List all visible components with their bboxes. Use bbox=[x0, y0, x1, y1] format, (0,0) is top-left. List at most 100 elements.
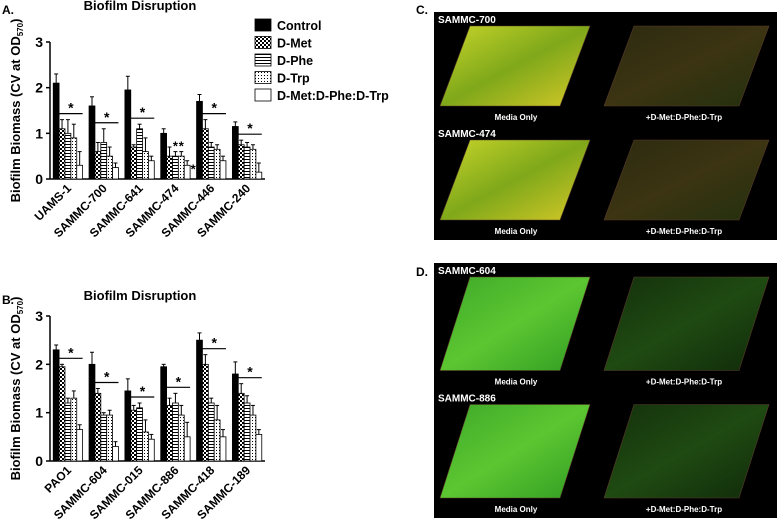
panel-label: A. bbox=[2, 3, 14, 17]
bar bbox=[142, 431, 149, 462]
bar bbox=[94, 392, 102, 462]
y-tick-label: 2 bbox=[35, 80, 43, 96]
bar bbox=[243, 402, 251, 462]
bar bbox=[183, 436, 191, 462]
bar bbox=[183, 164, 191, 180]
y-tick-label: 2 bbox=[35, 356, 43, 372]
bar bbox=[255, 434, 263, 462]
y-tick-label: 0 bbox=[35, 453, 43, 469]
y-axis-label-subscript: 570 bbox=[16, 300, 25, 314]
bar bbox=[136, 407, 143, 462]
bar bbox=[94, 151, 102, 180]
y-axis-label: Biofilm Biomass (CV at OD570) bbox=[8, 297, 25, 481]
bar bbox=[147, 438, 155, 462]
bar bbox=[58, 366, 66, 462]
bar bbox=[64, 402, 72, 462]
legend-label: D-Met bbox=[277, 37, 313, 51]
bar bbox=[160, 366, 168, 462]
bar bbox=[130, 146, 138, 180]
condition-label: +D-Met:D-Phe:D-Trp bbox=[646, 227, 722, 236]
legend-swatch bbox=[254, 71, 272, 84]
bar bbox=[177, 414, 185, 462]
bar bbox=[64, 132, 72, 180]
bar bbox=[52, 82, 60, 180]
significance-star: * bbox=[68, 344, 74, 360]
y-tick-label: 1 bbox=[35, 125, 43, 141]
bar bbox=[130, 409, 138, 462]
significance-star: * bbox=[104, 369, 110, 385]
bar bbox=[160, 132, 168, 180]
bar bbox=[243, 146, 251, 180]
micrograph bbox=[439, 404, 591, 499]
bar bbox=[196, 100, 203, 180]
bar bbox=[237, 392, 245, 462]
y-tick-label: 3 bbox=[35, 34, 43, 50]
bar bbox=[172, 402, 179, 462]
condition-label: Media Only bbox=[495, 505, 538, 514]
bar bbox=[100, 414, 108, 462]
bar bbox=[231, 126, 239, 180]
chart-title: Biofilm Disruption bbox=[84, 288, 197, 303]
y-tick-label: 3 bbox=[35, 308, 43, 324]
legend-swatch bbox=[254, 88, 272, 102]
bar bbox=[58, 128, 66, 180]
condition-label: +D-Met:D-Phe:D-Trp bbox=[646, 113, 722, 122]
bar bbox=[255, 171, 263, 180]
micrograph bbox=[439, 25, 591, 107]
micrograph bbox=[603, 139, 770, 221]
significance-star: * bbox=[140, 104, 146, 120]
y-axis-label-text: Biofilm Biomass (CV at OD bbox=[8, 314, 23, 480]
y-tick-label: 1 bbox=[35, 405, 43, 421]
bar bbox=[70, 137, 78, 180]
condition-label: +D-Met:D-Phe:D-Trp bbox=[646, 505, 722, 514]
x-tick-label: PAO1 bbox=[42, 463, 75, 496]
bar bbox=[112, 167, 119, 180]
bar bbox=[136, 128, 143, 180]
significance-star: * bbox=[211, 335, 217, 351]
panel-label: B. bbox=[2, 293, 14, 307]
significance-star: * bbox=[176, 373, 182, 389]
significance-star: * bbox=[191, 162, 197, 177]
bar bbox=[196, 339, 203, 462]
y-axis-label: Biofilm Biomass (CV at OD570) bbox=[8, 19, 25, 203]
chart-title: Biofilm Disruption bbox=[84, 0, 197, 13]
significance-star: * bbox=[247, 120, 253, 136]
condition-label: Media Only bbox=[495, 113, 538, 122]
bar bbox=[213, 148, 221, 180]
significance-star: * bbox=[68, 100, 74, 116]
bar bbox=[166, 405, 173, 462]
legend-label: D-Met:D-Phe:D-Trp bbox=[277, 89, 389, 103]
y-axis-label-subscript: 570 bbox=[16, 22, 25, 36]
y-axis-label-end: ) bbox=[8, 19, 23, 23]
bar bbox=[142, 151, 149, 180]
significance-star: * bbox=[104, 109, 110, 125]
bar bbox=[106, 155, 113, 180]
bar bbox=[207, 402, 215, 462]
condition-label: Media Only bbox=[495, 227, 538, 236]
y-axis-label-end: ) bbox=[8, 297, 23, 301]
significance-star: * bbox=[247, 364, 253, 380]
bar bbox=[76, 429, 84, 462]
bar bbox=[88, 363, 96, 462]
bar bbox=[249, 414, 257, 462]
bar bbox=[166, 155, 173, 180]
bar bbox=[100, 142, 108, 180]
bar bbox=[147, 160, 155, 180]
bar bbox=[219, 160, 227, 180]
bar bbox=[177, 155, 185, 180]
bar bbox=[76, 164, 84, 180]
condition-label: +D-Met:D-Phe:D-Trp bbox=[646, 378, 722, 387]
panel-label: C. bbox=[416, 3, 428, 17]
sample-label: SAMMC-886 bbox=[438, 394, 496, 405]
micrograph bbox=[439, 139, 591, 221]
bar bbox=[112, 446, 119, 462]
significance-star: * bbox=[140, 383, 146, 399]
legend-swatch bbox=[254, 36, 272, 49]
micrograph bbox=[603, 404, 770, 499]
significance-star: * bbox=[179, 139, 185, 154]
legend-label: Control bbox=[277, 19, 321, 33]
bar bbox=[202, 128, 209, 180]
legend-swatch bbox=[254, 53, 272, 67]
bar bbox=[172, 155, 179, 180]
y-tick-label: 0 bbox=[35, 171, 43, 187]
